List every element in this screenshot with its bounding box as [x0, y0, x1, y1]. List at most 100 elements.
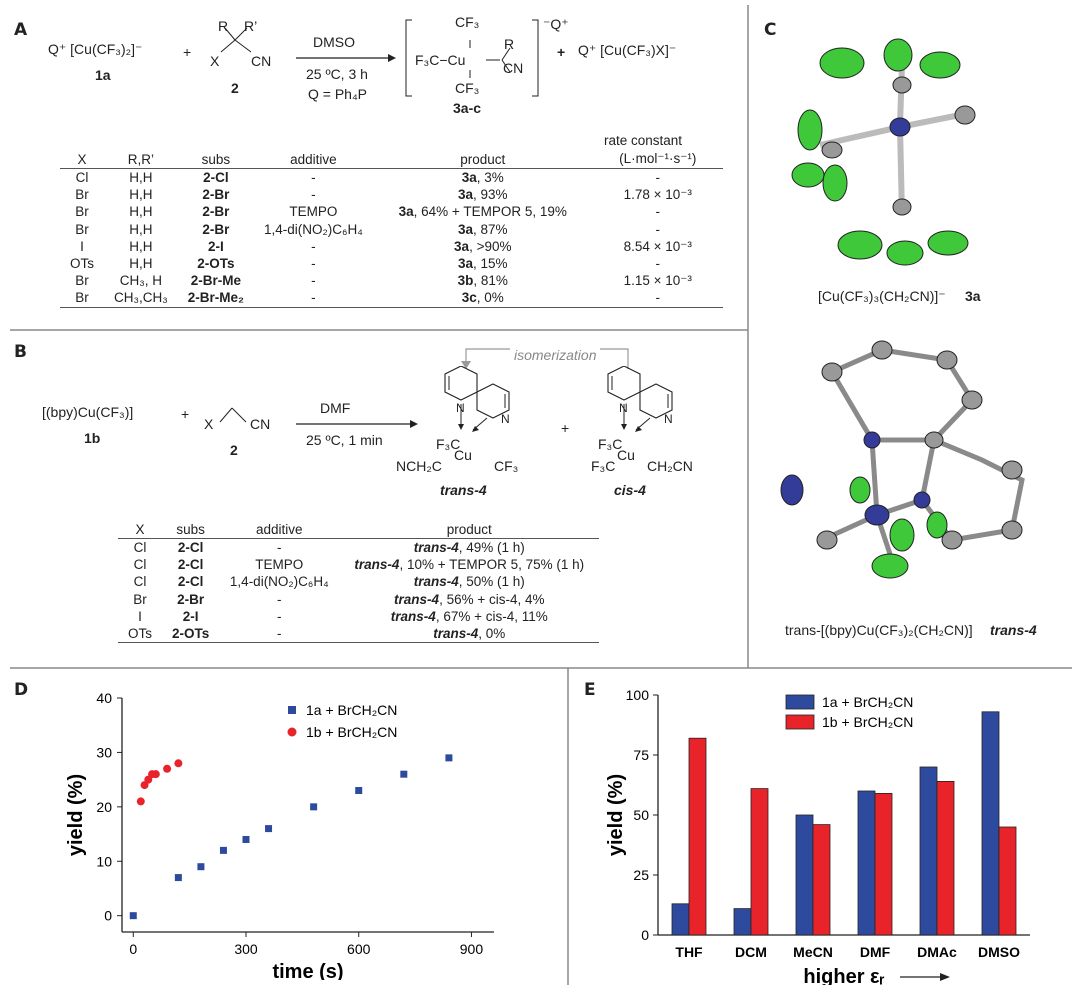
bar	[998, 826, 1017, 936]
trans-4-cf3: CF₃	[494, 458, 519, 474]
product-id: 3a	[461, 170, 477, 185]
cell-r: CH₃, H	[119, 273, 163, 289]
cell-subs: 2-OTs	[162, 625, 220, 644]
scheme-b-conditions: 25 ºC, 1 min	[306, 432, 383, 448]
cell-additive: -	[311, 256, 316, 272]
table-b-header-additive: additive	[219, 521, 340, 539]
product-yield: , 64% + TEMPOR 5, 19%	[413, 204, 567, 220]
data-point-square	[129, 912, 137, 920]
table-a-header-product: product	[372, 150, 593, 169]
data-point-square	[310, 803, 318, 811]
panel-label-d: D	[14, 680, 29, 700]
cell-product: 3b, 81%	[373, 272, 593, 289]
scheme-a-product-id: 3a-c	[453, 100, 482, 116]
cis-4-f3c-top: F₃C	[598, 436, 623, 452]
scheme-a-product-bracket	[405, 19, 539, 97]
data-point-square	[242, 835, 250, 843]
cell-subs: 2-Cl	[177, 557, 204, 573]
cell-x: Br	[75, 273, 89, 289]
bar	[750, 788, 769, 936]
cell-additive: -	[219, 625, 340, 644]
cell-additive: -	[277, 591, 282, 607]
data-point-square	[265, 825, 273, 833]
y-tick-label: 0	[104, 908, 112, 924]
table-row: Cl H,H 2-Cl - 3a, 3% -	[60, 169, 723, 187]
y-tick-label: 10	[96, 853, 112, 869]
product-id: 3b	[457, 273, 474, 289]
legend-label: 1b + BrCH₂CN	[822, 714, 913, 730]
cell-subs: 2-Br-Me₂	[177, 289, 255, 308]
table-row: Br CH₃,CH₃ 2-Br-Me₂ -3c, 0% -	[60, 289, 723, 308]
scheme-b-cn: CN	[250, 416, 271, 432]
x-category-label: DMAc	[917, 944, 957, 960]
bar	[688, 737, 707, 936]
cell-product: trans-4, 50% (1 h)	[339, 573, 599, 590]
cell-product: 3a, 93%	[373, 186, 593, 203]
data-point-square	[219, 846, 227, 854]
legend-marker	[288, 706, 296, 714]
cell-subs: 2-Br-Me	[190, 273, 242, 289]
product-id: trans-4	[433, 626, 479, 642]
y-axis-title: yield (%)	[65, 774, 87, 856]
scheme-b-solvent: DMF	[320, 400, 351, 416]
scheme-a-reagent1-id: 1a	[95, 67, 111, 83]
table-a-rate-header: rate constant	[603, 133, 683, 148]
product-id: trans-4	[413, 574, 459, 590]
cell-subs: 2-I	[208, 238, 224, 254]
product-id: trans-4	[390, 608, 436, 624]
scheme-a-product-cf3-bottom: CF₃	[455, 80, 480, 96]
product-yield: , 67% + cis-4, 11%	[435, 608, 548, 624]
cell-additive: 1,4-di(NO₂)C₆H₄	[264, 221, 363, 237]
cell-r: CH₃,CH₃	[104, 289, 178, 308]
scheme-b-plus2: +	[561, 420, 570, 436]
scheme-a-product-cn: CN	[503, 60, 524, 76]
product-yield: , 0%	[476, 290, 504, 306]
bar	[857, 790, 876, 936]
y-tick-label: 75	[633, 747, 649, 763]
scheme-a-conditions1: 25 ºC, 3 h	[306, 66, 368, 82]
scheme-b-reagent1-id: 1b	[84, 430, 101, 446]
bar	[936, 781, 955, 936]
product-id: trans-4	[354, 557, 400, 573]
data-point-square	[174, 874, 182, 882]
y-tick-label: 40	[96, 690, 112, 706]
bar	[795, 814, 814, 936]
x-category-label: MeCN	[793, 944, 833, 960]
crystal-structure-3a	[791, 38, 976, 266]
legend-label: 1a + BrCH₂CN	[306, 702, 397, 718]
scheme-a-conditions2: Q = Ph₄P	[308, 86, 368, 102]
trans-4-n1: N	[456, 401, 465, 415]
cell-product: 3a, >90%	[373, 238, 593, 255]
product-id: 3c	[461, 290, 477, 306]
data-point-circle	[151, 770, 160, 779]
x-tick-label: 900	[460, 941, 484, 957]
data-point-square	[445, 754, 453, 762]
cell-x: Cl	[133, 540, 147, 555]
cell-x: Br	[75, 204, 89, 220]
cell-r: H,H	[129, 204, 153, 220]
chart-e-yield-vs-solvent: 0 25 50 75 100 THF DCM MeCN DMF DMAc DMSO higher εᵣ…	[605, 687, 1030, 985]
cell-x: Cl	[133, 574, 147, 590]
panel-label-a: A	[14, 20, 28, 40]
cell-additive: -	[277, 540, 282, 555]
bar	[874, 793, 893, 936]
scheme-a-product-charge: ⁻Q⁺	[543, 16, 569, 32]
scheme-b-plus1: +	[181, 406, 190, 422]
x-category-label: THF	[675, 944, 703, 960]
cell-rate: -	[655, 170, 661, 185]
scheme-a-arrow	[296, 54, 396, 62]
cell-product: trans-4, 0%	[339, 625, 600, 644]
cell-r: H,H	[129, 187, 153, 203]
table-row: Br H,H 2-Br TEMPO 3a, 64% + TEMPOR 5, 19% -	[60, 203, 723, 220]
cell-product: 3c, 0%	[372, 289, 593, 308]
cell-product: trans-4, 10% + TEMPOR 5, 75% (1 h)	[339, 556, 599, 573]
panel-label-e: E	[584, 680, 596, 700]
bar	[671, 903, 690, 936]
cell-additive: -	[311, 187, 316, 203]
cell-additive: TEMPO	[289, 204, 338, 220]
cell-x: Cl	[75, 170, 89, 185]
product-yield: , 3%	[476, 170, 504, 185]
scheme-a-product-cf3-top: CF₃	[455, 14, 480, 30]
x-axis-title: higher εᵣ	[803, 966, 884, 985]
scheme-a-reagent1: Q⁺ [Cu(CF₃)₂]⁻	[48, 41, 143, 57]
